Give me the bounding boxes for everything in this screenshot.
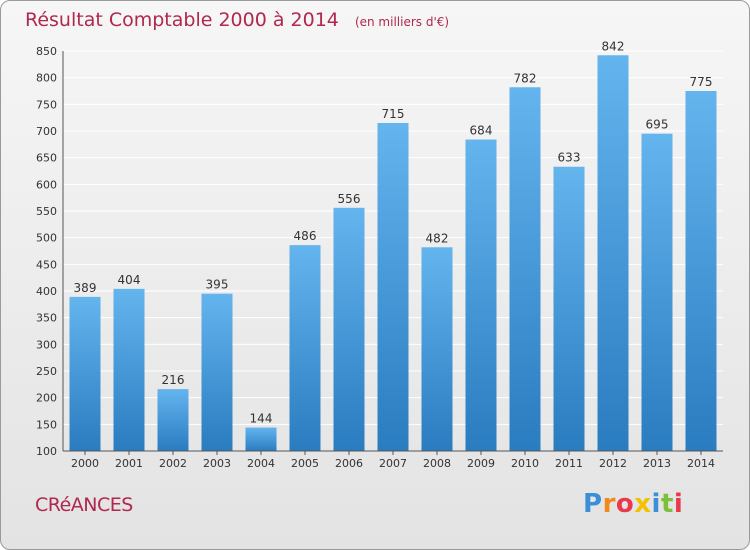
bar[interactable] [597, 55, 629, 452]
chart-title-text: Résultat Comptable 2000 à 2014 [25, 9, 339, 31]
x-tick-label: 2008 [423, 457, 451, 470]
bar-value-label: 404 [118, 273, 141, 287]
y-tick-label: 450 [36, 258, 57, 271]
bar[interactable] [289, 245, 321, 451]
bar-value-label: 395 [206, 278, 229, 292]
y-tick-label: 600 [36, 178, 57, 191]
bar[interactable] [641, 133, 673, 451]
y-tick-label: 350 [36, 312, 57, 325]
x-tick-label: 2003 [203, 457, 231, 470]
logo-letter: i [673, 489, 684, 519]
bar-value-label: 842 [602, 39, 625, 53]
bar-value-label: 782 [514, 71, 537, 85]
bar-value-label: 684 [470, 124, 493, 138]
x-tick-label: 2014 [687, 457, 715, 470]
bar-value-label: 715 [382, 107, 405, 121]
bar[interactable] [113, 288, 145, 451]
x-tick-label: 2002 [159, 457, 187, 470]
y-tick-label: 800 [36, 72, 57, 85]
logo-letter: P [583, 489, 603, 519]
bar-value-label: 144 [250, 412, 273, 426]
bar-value-label: 486 [294, 229, 317, 243]
x-tick-label: 2000 [71, 457, 99, 470]
y-tick-label: 150 [36, 418, 57, 431]
y-tick-label: 700 [36, 125, 57, 138]
bar-value-label: 216 [162, 373, 185, 387]
logo-letter: o [615, 489, 635, 519]
x-tick-label: 2005 [291, 457, 319, 470]
y-tick-label: 650 [36, 152, 57, 165]
bars [69, 55, 717, 452]
logo-letter: r [602, 489, 616, 519]
bar-value-label: 389 [74, 281, 97, 295]
bar[interactable] [509, 87, 541, 452]
x-tick-label: 2010 [511, 457, 539, 470]
x-tick-label: 2011 [555, 457, 583, 470]
x-tick-label: 2004 [247, 457, 275, 470]
bar[interactable] [201, 293, 233, 451]
chart-subtitle: (en milliers d'€) [354, 15, 450, 29]
y-tick-label: 750 [36, 98, 57, 111]
x-tick-label: 2001 [115, 457, 143, 470]
bar[interactable] [465, 139, 497, 452]
bar[interactable] [333, 207, 365, 451]
axes: 100 150 200 250 300 350 400 450 500 550 600 650 700 7… [36, 39, 723, 470]
bar[interactable] [421, 247, 453, 451]
y-tick-label: 850 [36, 45, 57, 58]
proxiti-logo[interactable]: Proxiti [583, 489, 683, 519]
bar[interactable] [157, 389, 189, 451]
y-tick-label: 200 [36, 392, 57, 405]
y-tick-label: 400 [36, 285, 57, 298]
y-tick-label: 250 [36, 365, 57, 378]
x-tick-label: 2007 [379, 457, 407, 470]
bar-value-label: 695 [646, 118, 669, 132]
bar-value-label: 633 [558, 151, 581, 165]
bar[interactable] [685, 91, 717, 451]
y-tick-label: 300 [36, 338, 57, 351]
bar-value-label: 482 [426, 231, 449, 245]
chart-title: Résultat Comptable 2000 à 2014 (en milli… [25, 9, 449, 31]
commune-name: CRéANCES [35, 494, 133, 516]
y-tick-label: 550 [36, 205, 57, 218]
x-tick-label: 2006 [335, 457, 363, 470]
bar[interactable] [377, 123, 409, 451]
logo-letter: t [660, 489, 674, 519]
y-tick-label: 100 [36, 445, 57, 458]
logo-letter: x [634, 489, 652, 519]
bar-value-label: 775 [690, 75, 713, 89]
logo-letter: i [651, 489, 661, 519]
bar[interactable] [245, 427, 277, 451]
x-tick-label: 2012 [599, 457, 627, 470]
x-tick-label: 2009 [467, 457, 495, 470]
x-tick-label: 2013 [643, 457, 671, 470]
y-tick-label: 500 [36, 232, 57, 245]
bar-value-label: 556 [338, 192, 361, 206]
bar[interactable] [69, 296, 101, 451]
bar[interactable] [553, 166, 585, 451]
